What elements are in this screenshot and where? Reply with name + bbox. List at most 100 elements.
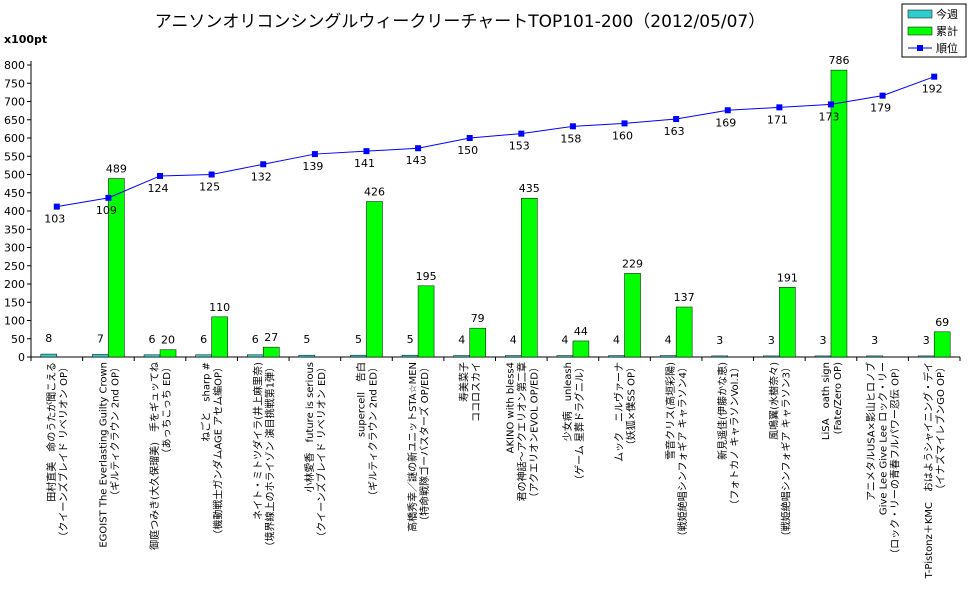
cumulative-value-label: 786 <box>828 54 849 67</box>
rank-value-label: 150 <box>457 144 478 157</box>
category-label: 田村直美 命のうたが聞こえる （クイーンズブレイド リベリオン OP） <box>45 362 70 542</box>
category-label: 少女病 unleash （ゲーム 星葬ドラグニル） <box>561 362 586 485</box>
legend-label-weekly: 今週 <box>936 7 958 21</box>
category-label-line: EGOIST The Everlasting Guilty Crown <box>98 362 109 548</box>
y-tick-label: 0 <box>18 351 25 364</box>
weekly-value-label: 3 <box>819 334 826 347</box>
category-label: ムック ニルヴァーナ （妖狐×僕SS OP） <box>613 362 638 462</box>
cumulative-bar <box>779 287 796 358</box>
rank-point <box>569 123 576 130</box>
category-label: AKINO with bless4 君の神話～アクエリオン第二章 （アクエリオンEV… <box>505 362 540 502</box>
rank-point <box>53 203 60 210</box>
category-label: 雪音クリス(高垣彩陽) （戦姫絶唱シンフォギア キャラソン4） <box>664 362 689 541</box>
category-label-line: T-Pistonz＋KMC おはようシャイニング・デイ <box>922 362 935 579</box>
rank-value-label: 179 <box>870 102 891 115</box>
weekly-bar <box>917 355 935 358</box>
rank-point <box>724 107 731 114</box>
weekly-bar <box>350 354 367 358</box>
category-label: 小林愛香 future is serious （クイーンズブレイド リベリオン E… <box>303 362 328 542</box>
category-label: LiSA oath sign (Fate/Zero OP) <box>821 362 844 440</box>
cumulative-value-label: 229 <box>622 257 643 270</box>
cumulative-bar <box>933 331 951 358</box>
category-label-line: (Fate/Zero OP) <box>833 362 844 434</box>
weekly-bar <box>556 355 574 358</box>
weekly-value-label: 4 <box>561 334 568 347</box>
cumulative-value-label: 191 <box>777 271 798 284</box>
rank-point <box>415 145 422 152</box>
y-tick-label: 800 <box>4 59 25 72</box>
rank-value-label: 125 <box>199 181 220 194</box>
y-tick-label: 700 <box>4 96 25 109</box>
rank-value-label: 139 <box>302 160 323 173</box>
weekly-value-label: 7 <box>97 332 104 345</box>
weekly-value-label: 3 <box>871 334 878 347</box>
cumulative-value-label: 110 <box>209 301 230 314</box>
rank-value-label: 124 <box>148 182 169 195</box>
y-tick-label: 400 <box>4 205 25 218</box>
weekly-bar <box>92 354 109 358</box>
cumulative-value-label: 195 <box>416 270 437 283</box>
y-tick-label: 50 <box>11 333 25 346</box>
category-label-line: AKINO with bless4 <box>505 362 516 453</box>
y-tick-label: 200 <box>4 278 25 291</box>
category-label-line: （あっちこっち ED） <box>161 362 173 459</box>
category-label-line: （ギルティクラウン 2nd ED） <box>367 362 379 501</box>
category-label: ネイト・ミトツダイラ(井上麻里奈) （境界線上のホライゾン 演目挑戦第1弾） <box>251 362 276 552</box>
rank-value-label: 153 <box>509 140 530 153</box>
weekly-value-label: 6 <box>252 333 259 346</box>
weekly-bar <box>401 354 419 358</box>
category-label-line: （アクエリオンEVOL OP/ED） <box>528 362 540 502</box>
rank-value-label: 109 <box>96 204 117 217</box>
weekly-value-label: 3 <box>923 334 930 347</box>
category-label: 寿美菜子 ココロスカイ <box>458 362 483 422</box>
rank-point <box>311 151 318 158</box>
rank-point <box>466 135 473 141</box>
weekly-bar <box>763 355 780 358</box>
rank-point <box>931 73 938 80</box>
rank-point <box>879 92 886 99</box>
category-label: 新見遥佳(伊藤かな恵) （フォトカノ キャラソンVol.1） <box>716 362 741 510</box>
y-tick-label: 250 <box>4 260 25 273</box>
category-label-line: 田村直美 命のうたが聞こえる <box>45 362 58 502</box>
y-tick-label: 100 <box>4 315 25 328</box>
cumulative-bar <box>624 273 641 358</box>
rank-value-label: 158 <box>560 132 581 145</box>
cumulative-value-label: 489 <box>106 163 127 176</box>
y-tick-label: 500 <box>4 169 25 182</box>
unit-label: x100pt <box>4 33 47 46</box>
y-tick-label: 150 <box>4 296 25 309</box>
cumulative-value-label: 79 <box>471 312 485 325</box>
weekly-bar <box>247 354 264 358</box>
cumulative-bar <box>211 316 228 358</box>
legend-label-cumulative: 累計 <box>936 24 958 38</box>
weekly-bar <box>711 355 728 358</box>
y-tick-label: 300 <box>4 242 25 255</box>
category-label-line: 少女病 unleash <box>561 362 574 441</box>
weekly-value-label: 6 <box>200 333 207 346</box>
rank-value-label: 169 <box>715 116 736 129</box>
cumulative-bar <box>159 349 177 358</box>
category-label: 御庭つみき(大久保瑠美) 手をギュッてね （あっちこっち ED） <box>148 362 173 550</box>
cumulative-value-label: 69 <box>935 316 949 329</box>
cumulative-value-label: 44 <box>574 325 588 338</box>
rank-value-label: 141 <box>354 157 375 170</box>
category-label-line: （ギルティクラウン 2nd OP） <box>109 362 121 501</box>
category-label: アニメタルUSA×影山ヒロノブ Give Lee Give Lee ロック・リー（… <box>865 362 902 559</box>
legend-swatch-rank-point <box>917 45 923 51</box>
category-label-line: ムック ニルヴァーナ <box>613 362 626 462</box>
category-label-line: （戦姫絶唱シンフォギア キャラソン3） <box>779 362 792 541</box>
legend-label-rank: 順位 <box>936 41 958 55</box>
rank-line <box>56 76 935 208</box>
category-label-line: 小林愛香 future is serious <box>303 362 316 492</box>
weekly-value-label: 6 <box>149 333 156 346</box>
category-label-line: LiSA oath sign <box>821 362 832 440</box>
rank-point <box>518 130 525 137</box>
rank-point <box>776 104 783 111</box>
category-label: 風鳴翼(水樹奈々) （戦姫絶唱シンフォギア キャラソン3） <box>767 362 792 541</box>
rank-value-label: 132 <box>251 170 272 183</box>
weekly-bar <box>659 355 677 358</box>
rank-value-label: 163 <box>664 125 685 138</box>
cumulative-value-label: 426 <box>364 186 385 199</box>
